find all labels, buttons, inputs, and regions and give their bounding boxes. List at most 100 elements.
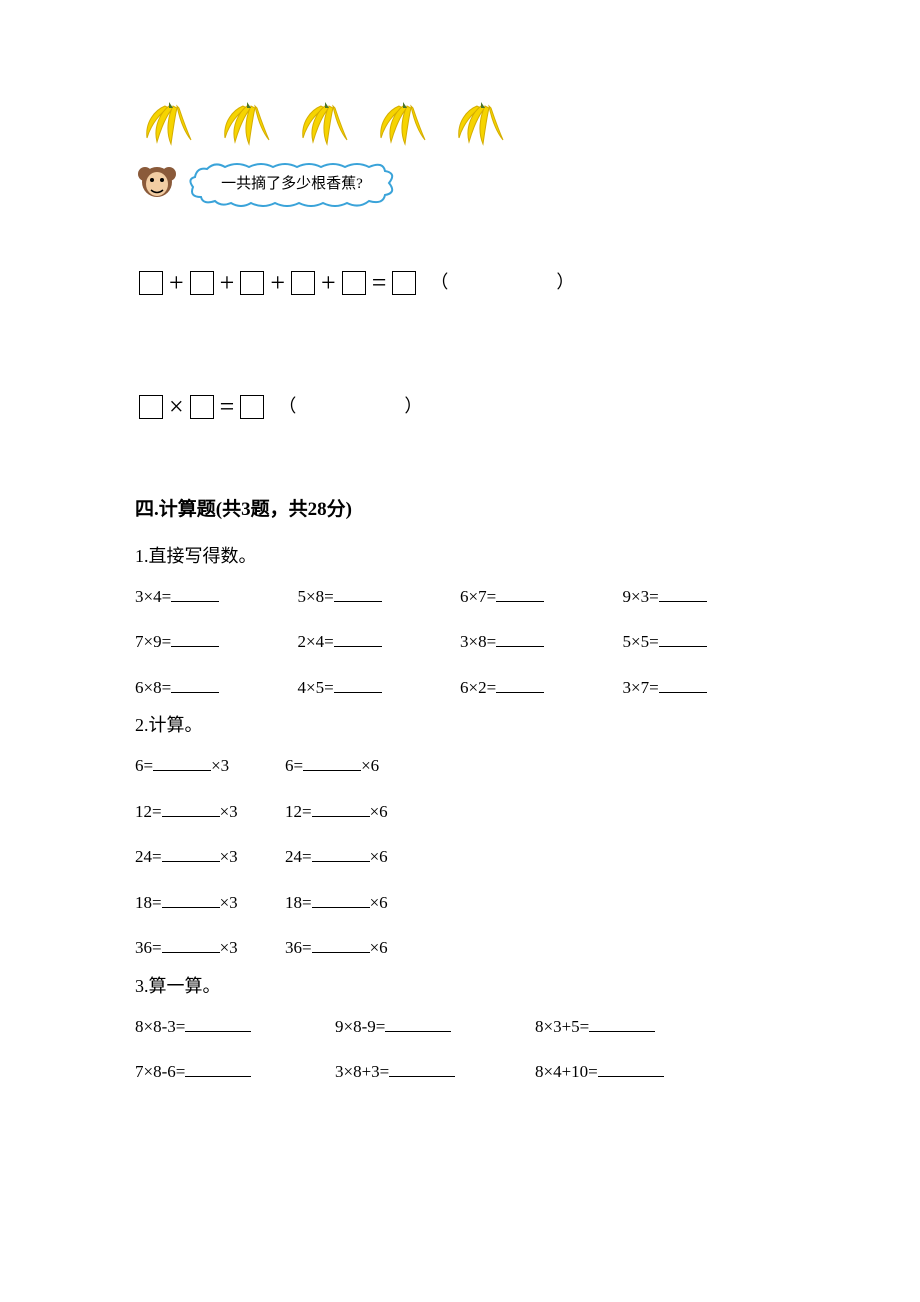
answer-blank[interactable] xyxy=(334,588,382,602)
expr: 7×9= xyxy=(135,632,171,651)
lhs: 36= xyxy=(285,938,312,957)
expr: 5×8= xyxy=(298,587,334,606)
expr: 8×8-3= xyxy=(135,1017,185,1036)
answer-blank[interactable] xyxy=(171,588,219,602)
plus-op: + xyxy=(220,263,235,302)
answer-blank[interactable] xyxy=(659,679,707,693)
calc-cell: 9×8-9= xyxy=(335,1014,535,1040)
answer-blank[interactable] xyxy=(598,1063,664,1077)
answer-box[interactable] xyxy=(392,271,416,295)
calc-cell: 3×7= xyxy=(623,675,786,701)
calc-cell: 6×8= xyxy=(135,675,298,701)
answer-blank[interactable] xyxy=(389,1063,455,1077)
rhs: ×3 xyxy=(220,893,238,912)
rhs: ×6 xyxy=(361,756,379,775)
answer-box[interactable] xyxy=(342,271,366,295)
calc-cell: 6=×3 xyxy=(135,753,285,779)
answer-box[interactable] xyxy=(190,271,214,295)
expr: 8×3+5= xyxy=(535,1017,589,1036)
banana-bunch-icon xyxy=(213,100,281,150)
banana-bunch-icon xyxy=(135,100,203,150)
calc-cell: 18=×6 xyxy=(285,890,435,916)
expr: 2×4= xyxy=(298,632,334,651)
answer-box[interactable] xyxy=(291,271,315,295)
expr: 3×8= xyxy=(460,632,496,651)
lhs: 6= xyxy=(285,756,303,775)
expr: 7×8-6= xyxy=(135,1062,185,1081)
equals-op: = xyxy=(372,263,387,302)
rhs: ×6 xyxy=(370,938,388,957)
rhs: ×6 xyxy=(370,893,388,912)
rhs: ×3 xyxy=(220,847,238,866)
q3-grid: 8×8-3= 9×8-9= 8×3+5= 7×8-6= 3×8+3= 8×4+1… xyxy=(135,1014,785,1085)
answer-blank[interactable] xyxy=(162,803,220,817)
equation-multiplication: × = （ ） xyxy=(135,387,785,426)
answer-blank[interactable] xyxy=(496,588,544,602)
expr: 4×5= xyxy=(298,678,334,697)
answer-box[interactable] xyxy=(139,395,163,419)
answer-blank[interactable] xyxy=(385,1018,451,1032)
calc-cell: 5×8= xyxy=(298,584,461,610)
calc-cell: 3×4= xyxy=(135,584,298,610)
bubble-text: 一共摘了多少根香蕉? xyxy=(221,173,363,196)
speech-row: 一共摘了多少根香蕉? xyxy=(135,160,785,208)
answer-blank[interactable] xyxy=(303,757,361,771)
answer-blank[interactable] xyxy=(496,633,544,647)
expr: 9×8-9= xyxy=(335,1017,385,1036)
banana-bunch-icon xyxy=(447,100,515,150)
answer-blank[interactable] xyxy=(185,1018,251,1032)
answer-box[interactable] xyxy=(240,395,264,419)
monkey-icon xyxy=(135,160,179,208)
equals-op: = xyxy=(220,387,235,426)
expr: 9×3= xyxy=(623,587,659,606)
rhs: ×6 xyxy=(370,847,388,866)
q3-label: 3.算一算。 xyxy=(135,973,785,1000)
answer-blank[interactable] xyxy=(153,757,211,771)
answer-blank[interactable] xyxy=(334,633,382,647)
answer-blank[interactable] xyxy=(659,633,707,647)
expr: 8×4+10= xyxy=(535,1062,598,1081)
calc-cell: 24=×6 xyxy=(285,844,435,870)
q2-label: 2.计算。 xyxy=(135,712,785,739)
answer-blank[interactable] xyxy=(162,939,220,953)
expr: 3×4= xyxy=(135,587,171,606)
plus-op: + xyxy=(270,263,285,302)
calc-cell: 3×8+3= xyxy=(335,1059,535,1085)
answer-blank[interactable] xyxy=(162,894,220,908)
calc-cell: 3×8= xyxy=(460,629,623,655)
answer-blank[interactable] xyxy=(312,803,370,817)
calc-cell: 36=×3 xyxy=(135,935,285,961)
expr: 3×8+3= xyxy=(335,1062,389,1081)
q2-grid: 6=×3 6=×6 12=×3 12=×6 24=×3 24=×6 18=×3 … xyxy=(135,753,785,961)
answer-blank[interactable] xyxy=(312,894,370,908)
calc-cell: 9×3= xyxy=(623,584,786,610)
answer-blank[interactable] xyxy=(185,1063,251,1077)
answer-blank[interactable] xyxy=(162,848,220,862)
calc-cell: 5×5= xyxy=(623,629,786,655)
answer-box[interactable] xyxy=(240,271,264,295)
answer-box[interactable] xyxy=(139,271,163,295)
answer-blank[interactable] xyxy=(589,1018,655,1032)
rhs: ×3 xyxy=(220,802,238,821)
plus-op: + xyxy=(321,263,336,302)
banana-bunch-icon xyxy=(291,100,359,150)
rhs: ×6 xyxy=(370,802,388,821)
calc-cell: 12= ×6 xyxy=(285,799,435,825)
answer-blank[interactable] xyxy=(171,633,219,647)
lhs: 36= xyxy=(135,938,162,957)
answer-blank[interactable] xyxy=(496,679,544,693)
calc-cell: 24=×3 xyxy=(135,844,285,870)
answer-blank[interactable] xyxy=(334,679,382,693)
answer-blank[interactable] xyxy=(171,679,219,693)
answer-blank[interactable] xyxy=(312,848,370,862)
calc-cell: 6= ×6 xyxy=(285,753,435,779)
lhs: 12= xyxy=(285,802,312,821)
unit-paren[interactable]: （ ） xyxy=(278,393,446,420)
answer-blank[interactable] xyxy=(659,588,707,602)
q1-label: 1.直接写得数。 xyxy=(135,543,785,570)
calc-cell: 8×4+10= xyxy=(535,1059,735,1085)
answer-box[interactable] xyxy=(190,395,214,419)
answer-blank[interactable] xyxy=(312,939,370,953)
unit-paren[interactable]: （ ） xyxy=(430,269,598,296)
expr: 6×2= xyxy=(460,678,496,697)
